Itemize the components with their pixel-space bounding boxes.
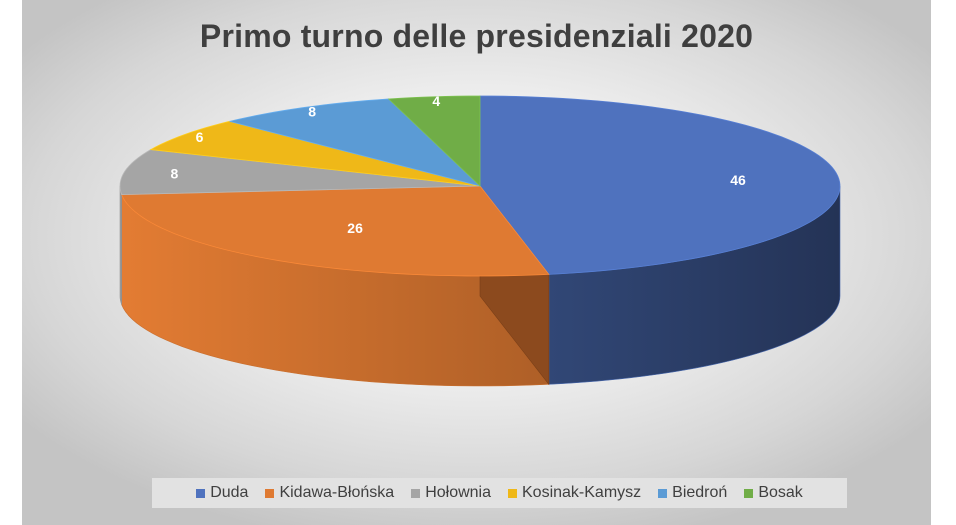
pie-slice-kidawa-b-o-ska (121, 185, 550, 277)
legend-label: Kosinak-Kamysz (522, 484, 642, 501)
data-label-ho-ownia: 8 (171, 166, 179, 182)
pie-slice-biedro- (229, 98, 482, 187)
legend-label: Bosak (758, 484, 803, 501)
legend-swatch (265, 488, 275, 498)
data-label-kidawa-b-o-ska: 26 (347, 220, 363, 236)
legend-label: Kidawa-Błońska (279, 484, 395, 501)
data-label-kosinak-kamysz: 6 (196, 129, 204, 145)
chart-legend: Duda Kidawa-Błońska Hołownia Kosinak-Kamysz… (152, 478, 847, 508)
pie-top-faces (119, 95, 841, 277)
pie-slice-bosak (387, 95, 481, 187)
legend-item: Kosinak-Kamysz (508, 484, 641, 502)
pie-chart: 46 26 8 6 8 4 (119, 93, 841, 387)
chart-area: Primo turno delle presidenziali 2020 46 2… (22, 0, 931, 525)
chart-title: Primo turno delle presidenziali 2020 (199, 18, 754, 54)
data-label-biedro-: 8 (308, 104, 316, 120)
legend-swatch (411, 488, 421, 498)
legend-swatch (508, 488, 517, 498)
pie-side-ho-ownia (119, 186, 122, 305)
data-label-duda: 46 (730, 172, 746, 188)
pie-slice-kosinak-kamysz (149, 120, 481, 187)
legend-swatch (658, 488, 668, 498)
pie-slice-ho-ownia (119, 149, 481, 196)
data-label-bosak: 4 (432, 93, 440, 109)
legend-item: Biedroń (658, 484, 727, 502)
legend-label: Duda (210, 484, 249, 501)
legend-label: Hołownia (425, 484, 491, 501)
legend-label: Biedroń (672, 484, 728, 501)
legend-swatch (744, 488, 754, 498)
pie-data-labels: 46 26 8 6 8 4 (171, 93, 746, 236)
legend-swatch (196, 488, 206, 498)
legend-item: Kidawa-Błońska (265, 484, 394, 502)
legend-item: Duda (196, 484, 248, 502)
legend-item: Hołownia (411, 484, 491, 502)
pie-slice-duda (479, 95, 841, 275)
legend-item: Bosak (744, 484, 803, 502)
